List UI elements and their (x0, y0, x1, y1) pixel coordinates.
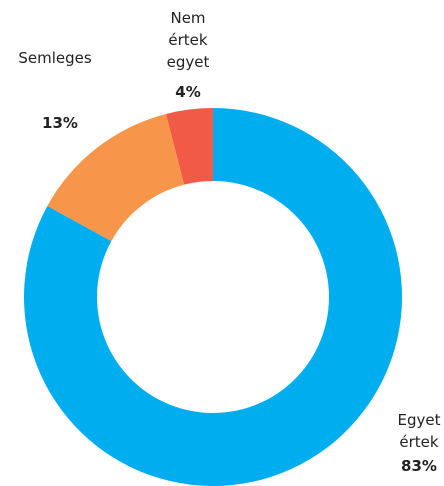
donut-slice (24, 108, 403, 486)
value-label: 13% (42, 114, 78, 132)
value-label: 4% (175, 83, 201, 101)
value-label: 83% (401, 457, 437, 475)
category-label: Egyet értek (397, 411, 441, 451)
donut-slice (47, 113, 185, 242)
category-label: Semleges (18, 49, 92, 67)
donut-slice (165, 108, 213, 185)
category-label: Nem értek egyet (166, 9, 210, 71)
